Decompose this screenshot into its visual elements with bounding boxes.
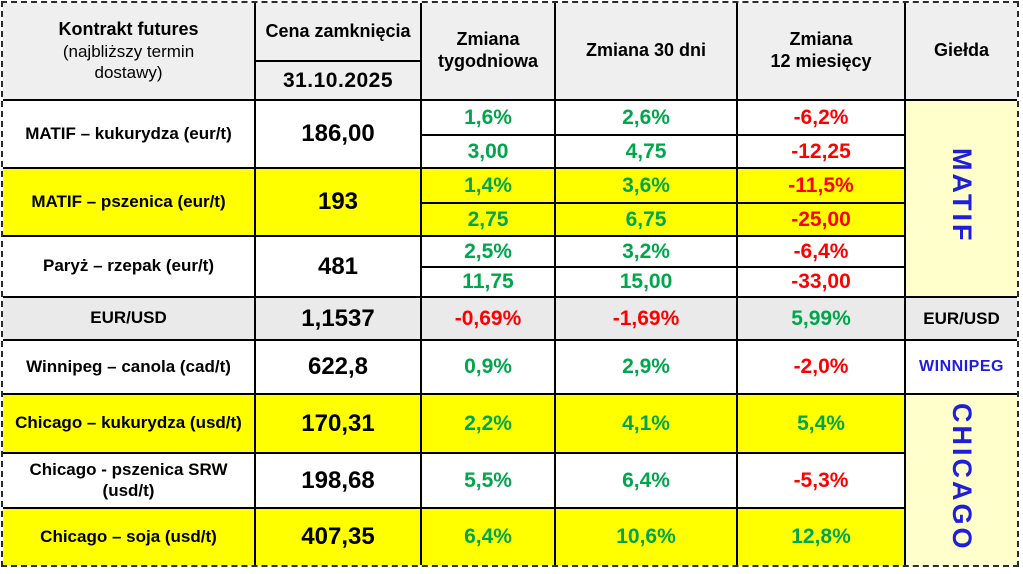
closing-price-cell: 481 <box>254 235 422 298</box>
change-12m-cell: 5,99% <box>736 296 906 341</box>
exchange-winnipeg-cell: WINNIPEG <box>904 339 1018 395</box>
contract-name-cell: Winnipeg – canola (cad/t) <box>2 339 256 395</box>
change-30d-abs-cell: 15,00 <box>554 266 738 298</box>
change-30d-pct-cell: 3,2% <box>554 235 738 268</box>
contract-header-subtitle-line1: (najbliższy termin <box>62 41 195 61</box>
contract-name-cell: MATIF – kukurydza (eur/t) <box>2 99 256 169</box>
change-12m-pct-cell: -6,2% <box>736 99 906 136</box>
contract-name-cell: Chicago – kukurydza (usd/t) <box>2 393 256 454</box>
exchange-group-matif-cell: MATIF <box>904 99 1018 298</box>
change-12m-abs-cell: -12,25 <box>736 134 906 169</box>
contract-name-cell: Paryż – rzepak (eur/t) <box>2 235 256 298</box>
closing-price-cell: 407,35 <box>254 507 422 566</box>
closing-price-cell: 193 <box>254 167 422 237</box>
change-30d-pct-cell: 3,6% <box>554 167 738 204</box>
change-12m-header-line1: Zmiana <box>789 29 853 50</box>
weekly-change-pct-cell: 1,4% <box>420 167 556 204</box>
weekly-change-cell: 2,2% <box>420 393 556 454</box>
closing-price-cell: 198,68 <box>254 452 422 509</box>
exchange-eurusd-cell: EUR/USD <box>904 296 1018 341</box>
closing-price-cell: 186,00 <box>254 99 422 169</box>
closing-price-cell: 170,31 <box>254 393 422 454</box>
change-12m-abs-cell: -25,00 <box>736 202 906 237</box>
contract-name-cell: Chicago - pszenica SRW (usd/t) <box>2 452 256 509</box>
exchange-column-header: Giełda <box>904 2 1018 101</box>
weekly-change-column-header: Zmiana tygodniowa <box>420 2 556 101</box>
change-12m-pct-cell: -6,4% <box>736 235 906 268</box>
closing-price-cell: 1,1537 <box>254 296 422 341</box>
change-30d-abs-cell: 6,75 <box>554 202 738 237</box>
change-30d-abs-cell: 4,75 <box>554 134 738 169</box>
closing-price-column-header: Cena zamknięcia <box>254 2 422 62</box>
change-30d-cell: -1,69% <box>554 296 738 341</box>
weekly-change-cell: 6,4% <box>420 507 556 566</box>
contract-name-cell: MATIF – pszenica (eur/t) <box>2 167 256 237</box>
weekly-change-abs-cell: 3,00 <box>420 134 556 169</box>
exchange-group-chicago-cell: CHICAGO <box>904 393 1018 566</box>
change-12m-abs-cell: -33,00 <box>736 266 906 298</box>
change-12m-cell: 12,8% <box>736 507 906 566</box>
change-30d-cell: 4,1% <box>554 393 738 454</box>
change-30d-pct-cell: 2,6% <box>554 99 738 136</box>
change-12m-header-line2: 12 miesięcy <box>770 51 872 71</box>
contract-column-header: Kontrakt futures (najbliższy termin dost… <box>2 2 256 101</box>
weekly-change-cell: 5,5% <box>420 452 556 509</box>
weekly-change-pct-cell: 1,6% <box>420 99 556 136</box>
change-30d-column-header: Zmiana 30 dni <box>554 2 738 101</box>
weekly-change-pct-cell: 2,5% <box>420 235 556 268</box>
contract-header-subtitle-line2: dostawy) <box>94 62 163 82</box>
weekly-change-cell: -0,69% <box>420 296 556 341</box>
closing-price-cell: 622,8 <box>254 339 422 395</box>
change-12m-cell: -5,3% <box>736 452 906 509</box>
contract-header-title: Kontrakt futures <box>58 18 199 39</box>
change-30d-cell: 2,9% <box>554 339 738 395</box>
closing-date-cell: 31.10.2025 <box>254 60 422 101</box>
change-30d-cell: 6,4% <box>554 452 738 509</box>
change-12m-pct-cell: -11,5% <box>736 167 906 204</box>
change-12m-column-header: Zmiana 12 miesięcy <box>736 2 906 101</box>
change-12m-cell: -2,0% <box>736 339 906 395</box>
chicago-vertical-label: CHICAGO <box>947 403 977 552</box>
futures-price-table: Kontrakt futures (najbliższy termin dost… <box>2 2 1018 566</box>
change-12m-cell: 5,4% <box>736 393 906 454</box>
weekly-change-cell: 0,9% <box>420 339 556 395</box>
matif-vertical-label: MATIF <box>947 148 977 244</box>
contract-name-cell: EUR/USD <box>2 296 256 341</box>
contract-name-cell: Chicago – soja (usd/t) <box>2 507 256 566</box>
weekly-change-abs-cell: 2,75 <box>420 202 556 237</box>
weekly-change-abs-cell: 11,75 <box>420 266 556 298</box>
change-30d-cell: 10,6% <box>554 507 738 566</box>
